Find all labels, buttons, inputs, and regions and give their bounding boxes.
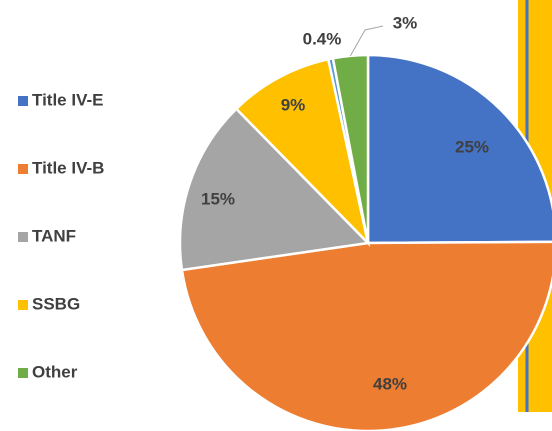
legend-swatch [18,164,28,174]
legend-swatch [18,368,28,378]
pie [178,53,552,431]
legend: Title IV-E Title IV-B TANF SSBG Other [18,90,104,381]
pie-slice [234,57,371,247]
pie-labels: 25% 48% 15% 9% 0.4% 3% [201,13,489,393]
legend-label: Title IV-E [32,90,104,109]
legend-swatch [18,300,28,310]
data-label: 9% [281,95,306,114]
leader-line [349,25,384,57]
pie-slice [331,53,370,244]
legend-label: Title IV-B [32,158,104,177]
pie-slice [178,107,371,272]
data-label: 0.4% [303,29,342,48]
legend-label: TANF [32,226,76,245]
pie-slice [180,240,552,431]
legend-swatch [18,96,28,106]
legend-label: Other [32,362,78,381]
data-label: 48% [373,374,407,393]
data-label: 15% [201,189,235,208]
legend-swatch [18,232,28,242]
data-label: 3% [393,13,418,32]
legend-label: SSBG [32,294,80,313]
pie-slice [366,53,552,245]
data-label: 25% [455,137,489,156]
